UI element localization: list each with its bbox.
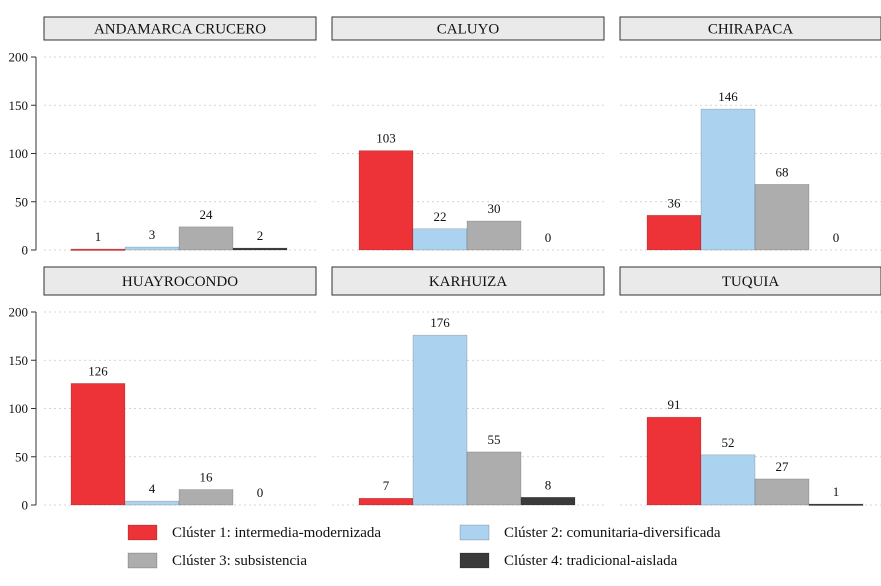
panel: ANDAMARCA CRUCERO 0 50 100 150 200 1 3 24 2: [9, 16, 317, 258]
bar-value-label: 22: [434, 209, 447, 224]
panel-title: TUQUIA: [722, 274, 780, 290]
panel-title: KARHUIZA: [429, 274, 507, 290]
y-tick-label: 50: [15, 449, 28, 464]
panel-title: ANDAMARCA CRUCERO: [94, 22, 266, 38]
bar-value-label: 55: [488, 432, 501, 447]
panel-strip: [43, 266, 317, 296]
y-tick-label: 150: [9, 98, 29, 113]
bar-value-label: 1: [95, 229, 102, 244]
legend-label: Clúster 1: intermedia-modernizada: [172, 525, 381, 541]
y-tick-label: 200: [9, 305, 29, 320]
panel: CALUYO 103 22 30 0: [331, 16, 605, 251]
bar-value-label: 2: [257, 228, 264, 243]
bar-value-label: 103: [376, 131, 396, 146]
bar-value-label: 52: [722, 435, 735, 450]
bar: [412, 334, 468, 506]
bar: [754, 478, 810, 506]
panel-strip: [43, 16, 317, 41]
legend-item: Clúster 2: comunitaria-diversificada: [459, 524, 721, 541]
bar-value-label: 27: [776, 459, 790, 474]
bar-value-label: 176: [430, 315, 450, 330]
bar-value-label: 0: [545, 230, 552, 245]
legend-item: Clúster 1: intermedia-modernizada: [127, 524, 381, 541]
bar: [466, 220, 522, 251]
legend-swatch: [459, 552, 490, 569]
bar: [700, 454, 756, 506]
panel-title: CALUYO: [437, 22, 500, 38]
bar-value-label: 0: [833, 230, 840, 245]
panel-strip: [331, 16, 605, 41]
bar-value-label: 0: [257, 485, 264, 500]
bar: [466, 451, 522, 506]
y-tick-label: 150: [9, 353, 29, 368]
y-tick-label: 100: [9, 146, 29, 161]
panel: CHIRAPACA 36 146 68 0: [619, 16, 881, 251]
legend-label: Clúster 3: subsistencia: [172, 553, 307, 569]
legend-swatch: [459, 524, 490, 541]
y-tick-label: 0: [22, 243, 29, 258]
panel-title: CHIRAPACA: [708, 22, 793, 38]
legend-swatch: [127, 552, 158, 569]
bar: [520, 496, 576, 506]
y-tick-label: 100: [9, 401, 29, 416]
panel: HUAYROCONDO 0 50 100 150 200 126 4 16 0: [9, 266, 317, 513]
legend-item: Clúster 3: subsistencia: [127, 552, 307, 569]
bar-value-label: 7: [383, 478, 390, 493]
bar: [754, 184, 810, 251]
bar-value-label: 4: [149, 481, 156, 496]
bar: [412, 228, 468, 251]
legend: Clúster 1: intermedia-modernizada Clúster…: [127, 524, 721, 569]
panel: TUQUIA 91 52 27 1: [619, 266, 881, 506]
legend-label: Clúster 4: tradicional-aislada: [504, 553, 678, 569]
bar: [646, 214, 702, 251]
bar: [70, 248, 126, 251]
y-tick-label: 0: [22, 498, 29, 513]
bar: [70, 383, 126, 506]
legend-swatch: [127, 524, 158, 541]
bar: [124, 246, 180, 251]
bar: [358, 150, 414, 251]
panel-strip: [331, 266, 605, 296]
y-tick-label: 50: [15, 194, 28, 209]
legend-label: Clúster 2: comunitaria-diversificada: [504, 525, 721, 541]
bar-value-label: 8: [545, 477, 552, 492]
bar-value-label: 1: [833, 484, 840, 499]
bar-value-label: 146: [718, 89, 738, 104]
bar-value-label: 24: [200, 207, 214, 222]
bar: [178, 226, 234, 251]
panel-strip: [619, 266, 881, 296]
bar: [646, 416, 702, 506]
bar-value-label: 126: [88, 363, 108, 378]
bar-value-label: 68: [776, 164, 789, 179]
bar: [808, 503, 864, 506]
bar: [700, 108, 756, 251]
bar-value-label: 16: [200, 470, 214, 485]
panel-strip: [619, 16, 881, 41]
bar-value-label: 36: [668, 195, 682, 210]
bar-value-label: 91: [668, 397, 681, 412]
bar: [124, 500, 180, 506]
legend-item: Clúster 4: tradicional-aislada: [459, 552, 678, 569]
bar-value-label: 3: [149, 227, 156, 242]
bar: [178, 489, 234, 506]
y-tick-label: 200: [9, 50, 29, 65]
bar: [232, 247, 288, 251]
panel-title: HUAYROCONDO: [122, 274, 238, 290]
bar: [358, 497, 414, 506]
panel: KARHUIZA 7 176 55 8: [331, 266, 605, 506]
bar-value-label: 30: [488, 201, 501, 216]
